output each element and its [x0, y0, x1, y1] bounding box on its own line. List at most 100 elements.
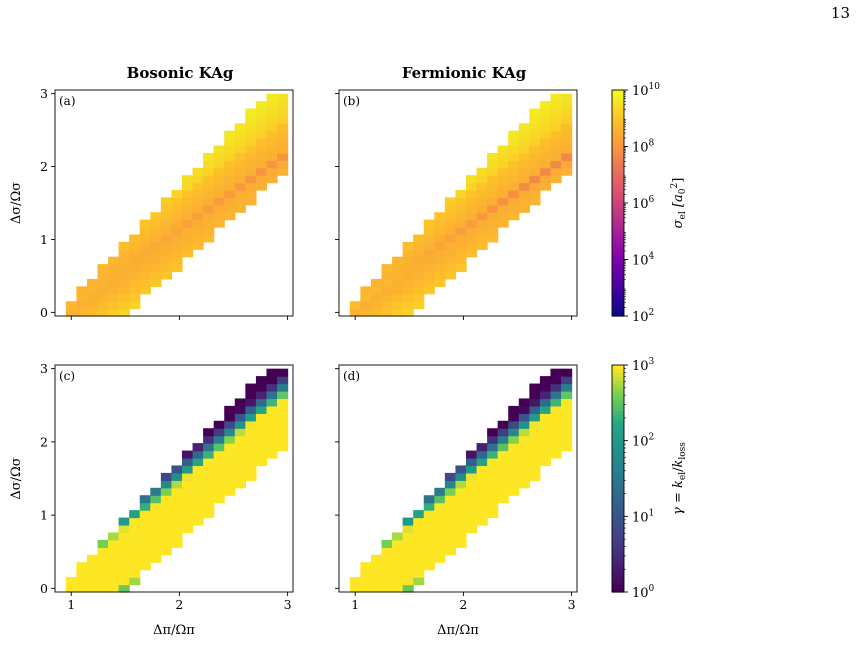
- heatmap-cell: [118, 278, 130, 287]
- heatmap-cell: [465, 458, 478, 467]
- heatmap-cell: [192, 219, 204, 228]
- heatmap-cell: [266, 391, 278, 400]
- heatmap-cell: [234, 428, 246, 437]
- heatmap-cell: [561, 167, 573, 176]
- heatmap-cell: [455, 197, 467, 206]
- heatmap-cell: [277, 101, 289, 110]
- heatmap-cell: [97, 271, 109, 280]
- heatmap-cell: [118, 554, 130, 563]
- colorbar-segment: [612, 550, 624, 555]
- heatmap-cell: [266, 175, 278, 184]
- heatmap-cell: [381, 271, 393, 280]
- colorbar-segment: [612, 459, 624, 464]
- heatmap-cell: [465, 175, 478, 184]
- colorbar-segment: [612, 535, 624, 540]
- heatmap-cell: [444, 264, 457, 273]
- heatmap-cell: [518, 204, 530, 213]
- heatmap-cell: [234, 413, 246, 422]
- heatmap-cell: [476, 443, 488, 452]
- heatmap-cell: [181, 458, 194, 467]
- heatmap-cell: [234, 138, 246, 147]
- colorbar-segment: [612, 421, 624, 427]
- heatmap-cell: [160, 547, 173, 556]
- heatmap-cell: [255, 428, 268, 437]
- heatmap-cell: [423, 227, 435, 236]
- heatmap-cell: [487, 487, 499, 496]
- heatmap-cell: [392, 286, 404, 295]
- heatmap-cell: [97, 293, 109, 302]
- heatmap-cell: [392, 301, 404, 310]
- heatmap-cell: [465, 495, 478, 504]
- heatmap-cell: [465, 241, 478, 250]
- heatmap-cell: [224, 487, 236, 496]
- heatmap-cell: [349, 577, 361, 586]
- colorbar-tick-label: 106: [632, 195, 655, 212]
- heatmap-cell: [434, 234, 446, 243]
- heatmap-cell: [160, 472, 173, 481]
- heatmap-cell: [518, 405, 530, 414]
- heatmap-cell: [224, 212, 236, 221]
- heatmap-cell: [465, 517, 478, 526]
- heatmap-cell: [455, 212, 467, 221]
- heatmap-cell: [266, 130, 278, 139]
- heatmap-cell: [266, 152, 278, 161]
- heatmap-cell: [497, 472, 509, 481]
- heatmap-cell: [497, 212, 509, 221]
- heatmap-cell: [255, 398, 268, 407]
- heatmap-cell: [370, 286, 383, 295]
- y-tick-label: 3: [40, 361, 48, 376]
- heatmap-cell: [171, 219, 183, 228]
- colorbar-segment: [612, 218, 624, 223]
- heatmap-cell: [465, 487, 478, 496]
- heatmap-cell: [529, 167, 541, 176]
- heatmap-cell: [561, 93, 573, 102]
- heatmap-cell: [423, 264, 435, 273]
- colorbar-segment: [612, 383, 624, 389]
- heatmap-cell: [234, 197, 246, 206]
- heatmap-cell: [518, 413, 530, 422]
- heatmap-cell: [129, 286, 141, 295]
- heatmap-cell: [487, 450, 499, 459]
- heatmap-cell: [65, 301, 77, 310]
- heatmap-cell: [455, 190, 467, 199]
- heatmap-cell: [444, 204, 457, 213]
- heatmap-cell: [245, 175, 257, 184]
- colorbar-segment: [612, 233, 624, 238]
- heatmap-cell: [497, 428, 509, 437]
- colorbar-segment: [612, 523, 624, 529]
- heatmap-cell: [444, 271, 457, 280]
- heatmap-cell: [234, 472, 246, 481]
- heatmap-cell: [476, 502, 488, 511]
- heatmap-cell: [413, 525, 425, 534]
- colorbar-segment: [612, 402, 624, 408]
- heatmap-cell: [234, 182, 246, 191]
- heatmap-cell: [444, 525, 457, 534]
- heatmap-cell: [266, 413, 278, 422]
- heatmap-cell: [192, 502, 204, 511]
- heatmap-cell: [181, 182, 194, 191]
- heatmap-cell: [444, 472, 457, 481]
- heatmap-cell: [277, 391, 289, 400]
- heatmap-cell: [192, 167, 204, 176]
- colorbar-segment: [612, 278, 624, 283]
- heatmap-cell: [465, 480, 478, 489]
- heatmap-cell: [476, 241, 488, 250]
- heatmap-cell: [402, 569, 414, 578]
- heatmap-cell: [139, 256, 151, 265]
- heatmap-cell: [518, 398, 530, 407]
- heatmap-cell: [266, 138, 278, 147]
- heatmap-cell: [476, 182, 488, 191]
- heatmap-cell: [76, 308, 88, 317]
- heatmap-cell: [561, 443, 573, 452]
- heatmap-cell: [139, 219, 151, 228]
- heatmap-cell: [402, 286, 414, 295]
- heatmap-cell: [203, 435, 215, 444]
- heatmap-cell: [487, 495, 499, 504]
- heatmap-cell: [434, 219, 446, 228]
- heatmap-cell: [508, 465, 520, 474]
- heatmap-cell: [476, 197, 488, 206]
- colorbar-sigma: 1010 108 106 104 102 σel [a02]: [611, 82, 688, 325]
- heatmap-cell: [413, 532, 425, 541]
- colorbar-segment: [612, 169, 624, 174]
- heatmap-cell: [370, 278, 383, 287]
